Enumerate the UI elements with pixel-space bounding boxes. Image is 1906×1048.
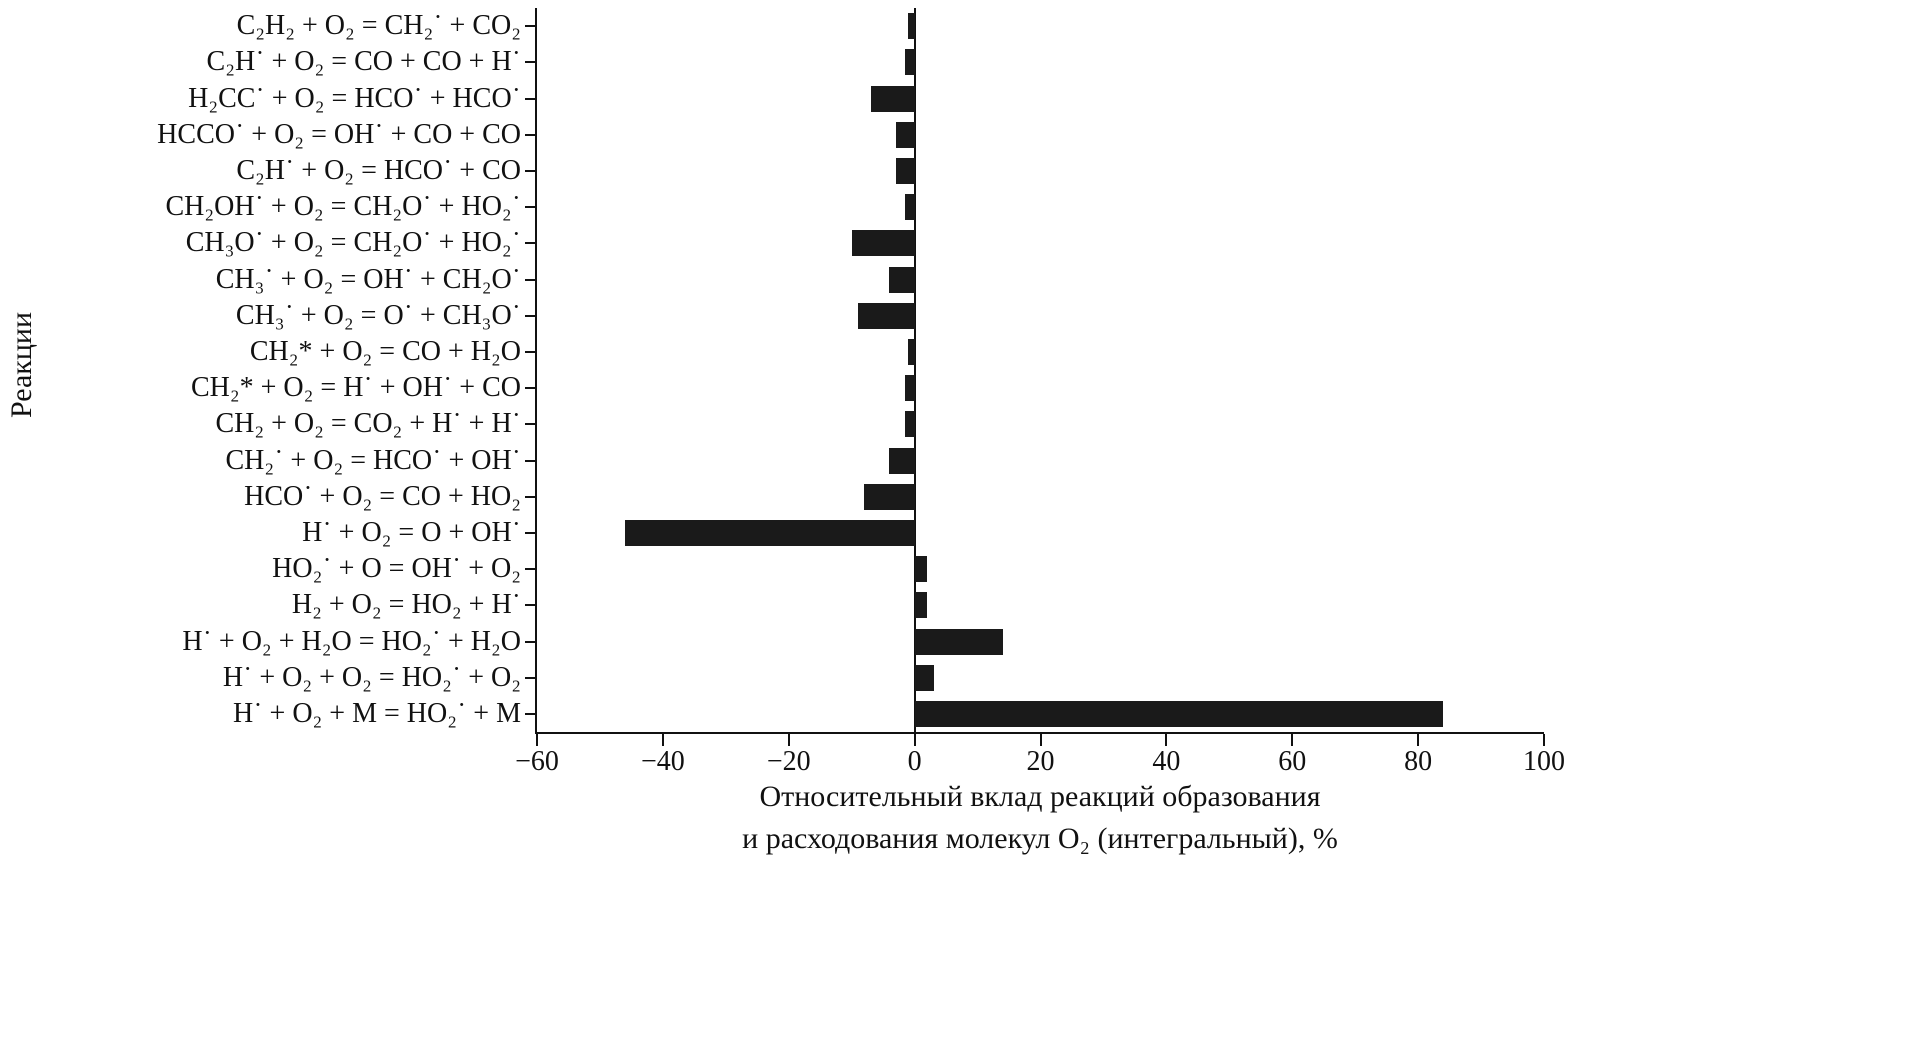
y-tick	[525, 133, 535, 136]
y-tick	[525, 387, 535, 390]
x-tick-label: 40	[1152, 746, 1181, 777]
x-tick	[536, 734, 538, 746]
bar	[864, 483, 915, 510]
reaction-label: CH₃˙ + O₂ = OH˙ + CH₂O˙	[215, 263, 521, 295]
x-tick	[1543, 734, 1545, 746]
bar	[895, 157, 915, 184]
reaction-label: CH₂˙ + O₂ = HCO˙ + OH˙	[225, 444, 521, 476]
reaction-label: H₂CC˙ + O₂ = HCO˙ + HCO˙	[188, 82, 521, 114]
bar	[908, 338, 915, 365]
bar	[895, 121, 915, 148]
bar	[889, 447, 915, 474]
bar	[914, 628, 1003, 655]
y-tick	[525, 278, 535, 281]
y-tick	[525, 495, 535, 498]
y-tick	[525, 423, 535, 426]
reaction-label: H˙ + O₂ + O₂ = HO₂˙ + O₂	[222, 661, 521, 693]
y-tick	[525, 97, 535, 100]
bar	[914, 700, 1444, 727]
reaction-label: CH₃˙ + O₂ = O˙ + CH₃O˙	[235, 299, 521, 331]
bar	[870, 85, 915, 112]
reaction-label: CH₃O˙ + O₂ = CH₂O˙ + HO₂˙	[185, 227, 521, 259]
reaction-label: CH₂OH˙ + O₂ = CH₂O˙ + HO₂˙	[165, 191, 521, 223]
reaction-label: HO₂˙ + O = OH˙ + O₂	[272, 553, 521, 585]
x-tick-label: 80	[1404, 746, 1433, 777]
x-tick-label: 100	[1523, 746, 1565, 777]
y-tick	[525, 61, 535, 64]
x-tick	[661, 734, 664, 746]
plot-area: −60 −40 −20 0 20 40 60 80 100	[515, 8, 1565, 776]
x-tick-label: 60	[1278, 746, 1307, 777]
x-tick-label: −60	[515, 746, 559, 777]
reaction-label: CH₂ + O₂ = CO₂ + H˙ + H˙	[215, 408, 521, 440]
reaction-label: H˙ + O₂ = O + OH˙	[302, 516, 521, 548]
x-tick-label: 20	[1026, 746, 1055, 777]
bar	[914, 556, 928, 583]
x-tick	[913, 734, 916, 746]
y-tick	[525, 350, 535, 353]
y-tick	[525, 459, 535, 462]
y-tick	[525, 568, 535, 571]
bar	[905, 194, 915, 221]
x-axis-title-line2: и расходования молекул O₂ (интегральный)…	[742, 822, 1338, 855]
reaction-label: C₂H˙ + O₂ = HCO˙ + CO	[236, 154, 521, 186]
reaction-label: HCO˙ + O₂ = CO + HO₂	[244, 480, 521, 512]
y-tick	[525, 712, 535, 715]
x-tick-label: 0	[907, 746, 922, 777]
y-tick	[525, 169, 535, 172]
y-tick	[525, 531, 535, 534]
bar	[914, 592, 928, 619]
x-tick	[1165, 734, 1168, 746]
bar	[625, 519, 915, 546]
y-tick	[525, 25, 535, 28]
zero-axis-line	[913, 8, 916, 732]
bar	[851, 230, 915, 257]
category-labels: C₂H₂ + O₂ = CH₂˙ + CO₂ C₂H˙ + O₂ = CO + C…	[0, 8, 527, 732]
x-tick-label: −40	[640, 746, 685, 777]
bar	[889, 266, 915, 293]
reaction-label: CH₂* + O₂ = CO + H₂O	[249, 335, 521, 367]
reaction-label: H₂ + O₂ = HO₂ + H˙	[291, 589, 521, 621]
y-tick	[525, 314, 535, 317]
reaction-label: C₂H₂ + O₂ = CH₂˙ + CO₂	[236, 10, 521, 42]
x-tick	[1291, 734, 1294, 746]
x-tick	[1039, 734, 1042, 746]
y-tick	[525, 242, 535, 245]
bar	[905, 375, 915, 402]
reaction-label: C₂H˙ + O₂ = CO + CO + H˙	[206, 46, 521, 78]
bar	[905, 411, 915, 438]
x-tick	[787, 734, 790, 746]
bar	[908, 13, 915, 40]
reaction-label: H˙ + O₂ + H₂O = HO₂˙ + H₂O	[182, 625, 521, 657]
x-axis-title-line1: Относительный вклад реакций образования	[759, 780, 1321, 813]
bar	[905, 49, 915, 76]
y-tick	[525, 676, 535, 679]
y-tick	[525, 640, 535, 643]
y-tick	[525, 604, 535, 607]
reaction-label: CH₂* + O₂ = H˙ + OH˙ + CO	[190, 372, 521, 404]
x-tick	[1417, 734, 1420, 746]
bar	[857, 302, 915, 329]
reaction-label: H˙ + O₂ + M = HO₂˙ + M	[232, 697, 521, 729]
y-tick	[525, 206, 535, 209]
bar	[914, 664, 934, 691]
x-tick-label: −20	[766, 746, 811, 777]
reaction-label: HCCO˙ + O₂ = OH˙ + CO + CO	[157, 118, 521, 150]
